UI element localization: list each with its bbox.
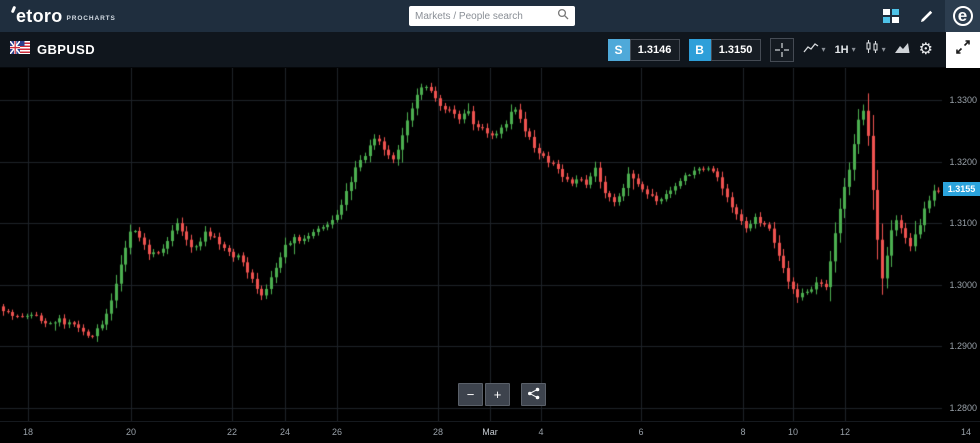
- time-axis-label: 10: [787, 427, 799, 437]
- sell-quote[interactable]: S 1.3146: [607, 38, 680, 61]
- indicators-button[interactable]: [894, 41, 910, 59]
- sell-tag[interactable]: S: [607, 38, 630, 61]
- price-axis-label: 1.3200: [949, 156, 977, 167]
- time-axis-label: 14: [960, 427, 972, 437]
- search-box[interactable]: [409, 6, 575, 26]
- zoom-controls: − +: [458, 383, 546, 406]
- price-axis-label: 1.3300: [949, 95, 977, 106]
- price-axis-label: 1.3000: [949, 279, 977, 290]
- chevron-down-icon: ▾: [851, 45, 856, 54]
- candle-style-button[interactable]: ▾: [865, 40, 886, 59]
- time-axis-label: 8: [740, 427, 746, 437]
- share-icon: [527, 387, 540, 403]
- price-axis-label: 1.3100: [949, 218, 977, 229]
- zoom-in-button[interactable]: +: [485, 383, 510, 406]
- sell-price: 1.3146: [629, 38, 680, 61]
- area-chart-icon: [894, 41, 910, 59]
- share-button[interactable]: [521, 383, 546, 406]
- procharts-label: PROCHARTS: [66, 15, 116, 22]
- time-axis-label: 26: [331, 427, 343, 437]
- zoom-out-button[interactable]: −: [458, 383, 483, 406]
- settings-button[interactable]: ⚙: [918, 40, 933, 58]
- etoro-app-icon[interactable]: e: [945, 0, 980, 32]
- layout-grid-icon[interactable]: [873, 0, 909, 32]
- time-axis-label: 22: [226, 427, 238, 437]
- etoro-logo-text: etoro: [12, 0, 63, 32]
- time-axis-label: Mar: [482, 427, 498, 437]
- time-axis-label: 12: [839, 427, 851, 437]
- interval-button[interactable]: 1H ▾: [835, 44, 856, 56]
- instrument-header[interactable]: GBPUSD: [9, 40, 96, 59]
- current-price-badge: 1.3155: [943, 182, 980, 197]
- expand-arrows-icon: [955, 39, 971, 60]
- chart-area: 1.3300 1.3200 1.3100 1.3000 1.2900 1.2800 1.3…: [0, 68, 980, 421]
- interval-label: 1H: [834, 43, 849, 56]
- time-axis-label: 18: [22, 427, 34, 437]
- topbar-icon-group: e: [873, 0, 980, 32]
- time-axis-label: 20: [125, 427, 137, 437]
- top-navigation-bar: etoro PROCHARTS: [0, 0, 980, 32]
- fullscreen-toggle-button[interactable]: [946, 31, 980, 68]
- etoro-e-glyph: e: [952, 6, 973, 26]
- chevron-down-icon: ▾: [821, 45, 826, 54]
- price-axis-label: 1.2900: [949, 341, 977, 352]
- buy-price: 1.3150: [710, 38, 761, 61]
- chart-controls: S 1.3146 B 1.3150: [607, 31, 980, 68]
- gear-icon: ⚙: [918, 40, 933, 58]
- time-axis-label: 4: [538, 427, 544, 437]
- time-axis-label: 28: [432, 427, 444, 437]
- search-input[interactable]: [415, 10, 557, 22]
- instrument-flag-icon: [9, 40, 30, 59]
- buy-quote[interactable]: B 1.3150: [688, 38, 761, 61]
- edit-pencil-icon[interactable]: [909, 0, 945, 32]
- buy-tag[interactable]: B: [688, 38, 711, 61]
- crosshair-tool-button[interactable]: [769, 37, 794, 62]
- line-chart-icon: [803, 41, 819, 59]
- time-axis[interactable]: 18 20 22 24 26 28 Mar 4 6 8 10 12 14: [0, 421, 980, 443]
- chart-type-button[interactable]: ▾: [803, 41, 826, 59]
- candlestick-icon: [865, 40, 879, 59]
- etoro-logo[interactable]: etoro PROCHARTS: [12, 0, 116, 32]
- candlestick-chart[interactable]: [0, 68, 980, 421]
- symbol-title: GBPUSD: [37, 42, 96, 57]
- time-axis-label: 24: [279, 427, 291, 437]
- search-icon: [557, 7, 569, 25]
- chart-toolbar: GBPUSD S 1.3146 B 1.3150: [0, 31, 980, 68]
- time-axis-label: 6: [638, 427, 644, 437]
- chevron-down-icon: ▾: [881, 45, 886, 54]
- price-axis-label: 1.2800: [949, 403, 977, 414]
